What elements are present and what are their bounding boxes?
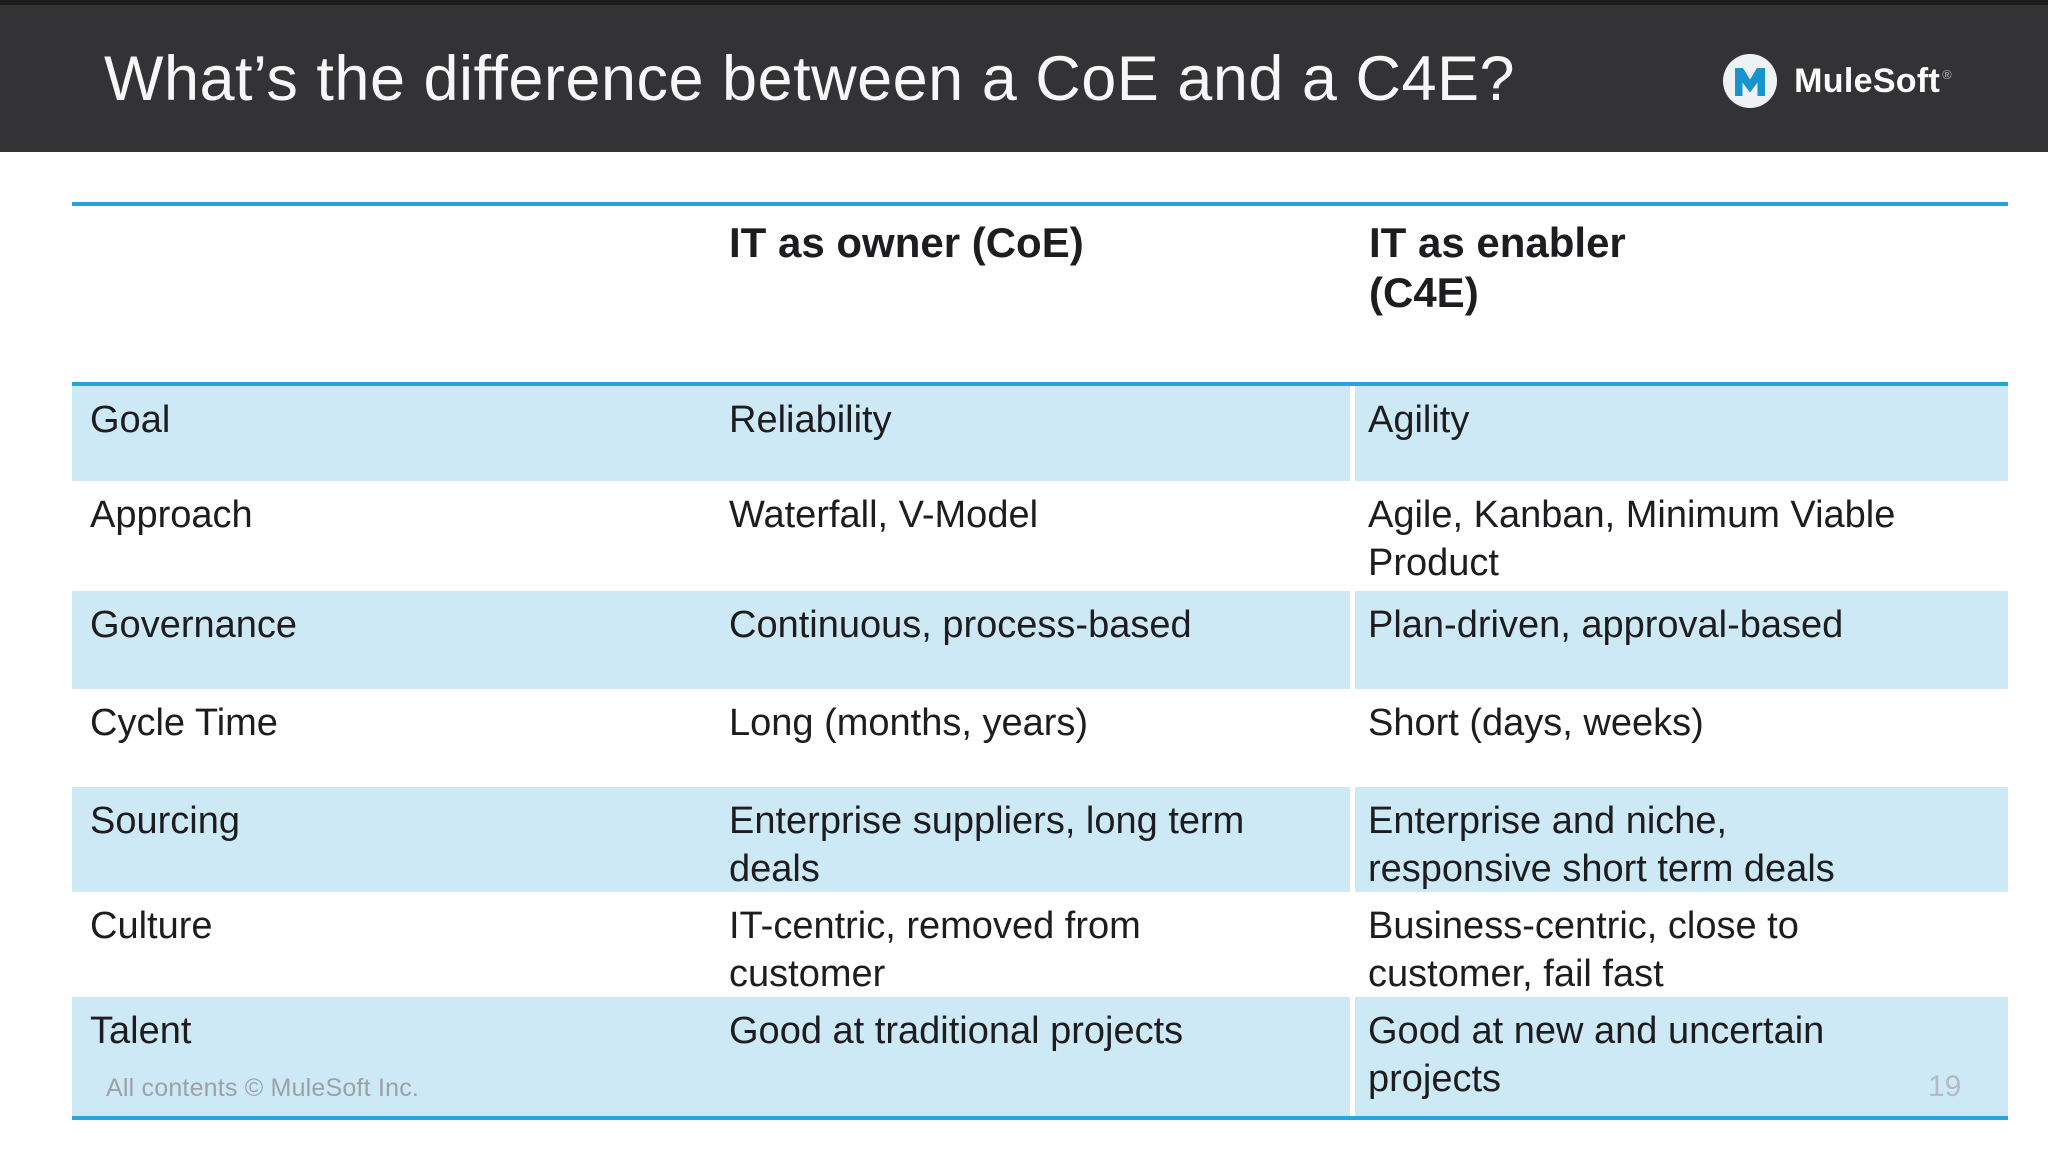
- coe-c4e-comparison-table: IT as owner (CoE) IT as enabler (C4E) Go…: [72, 202, 2008, 1120]
- coe-cell: Good at traditional projects: [729, 1010, 1184, 1052]
- column-separator: [1350, 997, 1355, 1116]
- page-number: 19: [1928, 1070, 1962, 1103]
- slide-title: What’s the difference between a CoE and …: [104, 43, 1516, 114]
- column-header-c4e: IT as enabler (C4E): [1369, 219, 1626, 316]
- table-row-cycle-time: Cycle Time Long (months, years) Short (day…: [72, 689, 2008, 787]
- table-row-governance: Governance Continuous, process-based Plan-…: [72, 591, 2008, 689]
- table-row-culture: Culture IT-centric, removed from customer…: [72, 892, 2008, 997]
- c4e-cell: Agility: [1368, 399, 1470, 441]
- coe-cell: Waterfall, V-Model: [729, 494, 1039, 536]
- coe-cell: IT-centric, removed from customer: [729, 905, 1141, 995]
- row-label: Governance: [90, 604, 298, 646]
- c4e-cell: Plan-driven, approval-based: [1368, 604, 1844, 646]
- column-separator: [1350, 386, 1355, 481]
- table-row-sourcing: Sourcing Enterprise suppliers, long term …: [72, 787, 2008, 892]
- copyright-note: All contents © MuleSoft Inc.: [106, 1074, 420, 1102]
- row-label: Culture: [90, 905, 213, 947]
- c4e-cell: Good at new and uncertain projects: [1368, 1010, 1825, 1100]
- c4e-cell: Agile, Kanban, Minimum Viable Product: [1368, 494, 1896, 584]
- coe-cell: Reliability: [729, 399, 892, 441]
- c4e-cell: Enterprise and niche, responsive short t…: [1368, 800, 1835, 890]
- table-body: Goal Reliability Agility Approach Waterfall,…: [72, 386, 2008, 1116]
- c4e-cell: Short (days, weeks): [1368, 702, 1704, 744]
- mulesoft-logo-text: MuleSoft ®: [1794, 61, 1952, 100]
- row-label: Talent: [90, 1010, 192, 1052]
- c4e-cell: Business-centric, close to customer, fai…: [1368, 905, 1799, 995]
- column-separator: [1350, 787, 1355, 892]
- row-label: Goal: [90, 399, 171, 441]
- row-label: Approach: [90, 494, 253, 536]
- coe-cell: Continuous, process-based: [729, 604, 1192, 646]
- table-row-goal: Goal Reliability Agility: [72, 386, 2008, 481]
- mulesoft-logo: MuleSoft ®: [1721, 5, 1952, 157]
- registered-mark: ®: [1942, 67, 1952, 83]
- slide-header: What’s the difference between a CoE and …: [0, 0, 2048, 152]
- table-header-row: IT as owner (CoE) IT as enabler (C4E): [72, 206, 2008, 386]
- row-label: Cycle Time: [90, 702, 278, 744]
- table-row-talent: Talent Good at traditional projects Good a…: [72, 997, 2008, 1116]
- column-header-coe: IT as owner (CoE): [729, 219, 1084, 266]
- row-label: Sourcing: [90, 800, 240, 842]
- column-separator: [1350, 591, 1355, 689]
- table-row-approach: Approach Waterfall, V-Model Agile, Kanban,…: [72, 481, 2008, 591]
- coe-cell: Long (months, years): [729, 702, 1089, 744]
- mulesoft-m-icon: [1723, 54, 1778, 108]
- table-bottom-rule: [72, 1116, 2008, 1120]
- coe-cell: Enterprise suppliers, long term deals: [729, 800, 1245, 890]
